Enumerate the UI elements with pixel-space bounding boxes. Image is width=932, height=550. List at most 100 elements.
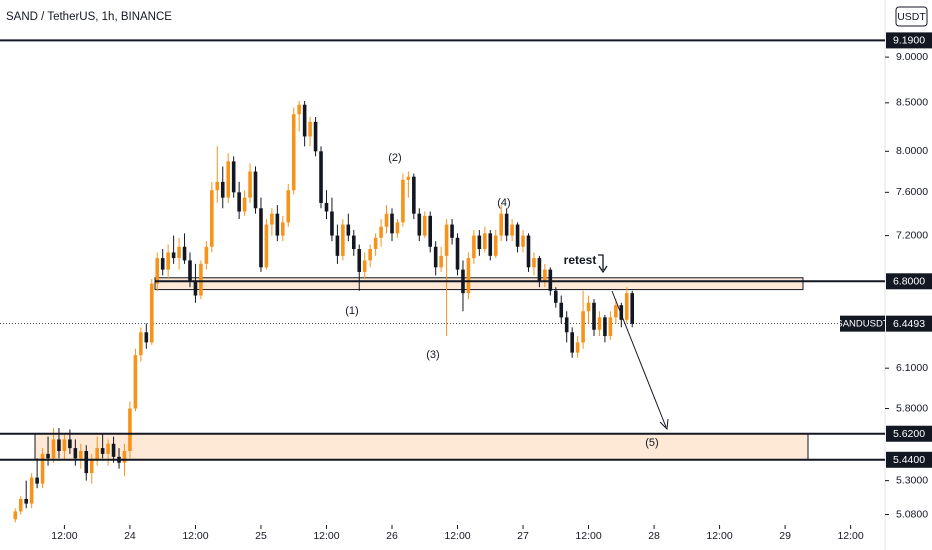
x-tick-label: 27 <box>517 530 529 542</box>
candle-body <box>79 451 83 459</box>
candle-body <box>499 213 503 236</box>
candle-body <box>483 233 487 250</box>
candle-body <box>439 255 443 268</box>
y-tick-label: 7.6000 <box>896 186 928 198</box>
candle-body <box>259 208 263 268</box>
currency: USDT <box>897 11 926 23</box>
candle-body <box>35 477 39 484</box>
x-tick-label: 26 <box>386 530 398 542</box>
y-tick-label: 5.3000 <box>896 474 928 486</box>
candle-body <box>275 213 280 236</box>
level-label-box <box>886 273 932 290</box>
candle-body <box>155 258 160 284</box>
candle-body <box>68 439 72 449</box>
candle-body <box>537 258 542 282</box>
candle-body <box>390 213 394 234</box>
annotation: (4) <box>497 197 510 209</box>
candle-body <box>302 104 307 137</box>
y-tick-label: 5.0800 <box>896 508 928 520</box>
candle-body <box>24 498 29 504</box>
candle-body <box>40 453 45 484</box>
x-tick-label: 12:00 <box>575 530 601 542</box>
candle-body <box>177 246 181 259</box>
candle-body <box>384 213 389 227</box>
candle-body <box>199 263 203 296</box>
candle-body <box>111 443 116 457</box>
candle-body <box>412 176 416 214</box>
candle-body <box>160 258 165 270</box>
annotation: (5) <box>645 437 658 449</box>
candle-body <box>570 332 574 353</box>
candle-body <box>95 448 99 460</box>
candle-body <box>395 222 400 234</box>
level-label: 6.8000 <box>893 276 925 288</box>
annotation: (3) <box>426 349 439 361</box>
annotation: retest <box>564 253 597 267</box>
x-tick-label: 12:00 <box>706 530 732 542</box>
candle-body <box>406 176 411 180</box>
candle-body <box>324 202 329 212</box>
candle-body <box>242 197 247 212</box>
candle-body <box>128 408 132 452</box>
annotation: (2) <box>388 152 401 164</box>
candle-body <box>368 249 372 261</box>
candle-body <box>51 439 56 459</box>
candle-body <box>351 235 356 250</box>
x-tick-label: 24 <box>124 530 136 542</box>
candle-body <box>281 222 285 236</box>
candle-body <box>553 290 558 303</box>
candle-body <box>226 161 231 198</box>
candle-body <box>171 252 176 259</box>
x-tick-label: 12:00 <box>313 530 339 542</box>
x-tick-label: 12:00 <box>444 530 470 542</box>
candle-body <box>62 439 67 452</box>
level-label: 9.1900 <box>893 35 925 47</box>
candle-body <box>84 451 89 474</box>
candle-body <box>455 237 460 270</box>
candle-body <box>188 260 192 282</box>
candle-body <box>270 213 274 225</box>
candle-body <box>319 151 323 203</box>
candle-body <box>248 171 252 198</box>
level-label-box <box>886 451 932 468</box>
x-tick-label: 12:00 <box>51 530 77 542</box>
candle-body <box>220 181 225 198</box>
candle-body <box>18 498 23 512</box>
candle-body <box>122 451 127 463</box>
retest-arrow <box>598 254 608 274</box>
level-label-box <box>886 32 932 49</box>
candle-body <box>133 355 138 409</box>
candle-body <box>144 332 149 343</box>
candle-body <box>401 179 405 223</box>
candle-body <box>313 121 318 152</box>
candle-body <box>29 477 34 504</box>
candle-body <box>488 233 493 256</box>
candle-body <box>13 511 18 520</box>
candle-body <box>308 121 312 137</box>
candle-body <box>619 305 624 320</box>
candle-body <box>341 224 345 256</box>
currency-box[interactable] <box>895 6 928 27</box>
candle-body <box>193 281 198 296</box>
candle-body <box>57 439 61 452</box>
candle-body <box>357 249 362 272</box>
candle-body <box>624 293 629 320</box>
candle-body <box>46 453 50 459</box>
candle-body <box>215 181 220 191</box>
candle-body <box>73 448 78 459</box>
candle-body <box>510 224 514 236</box>
candle-body <box>564 317 569 333</box>
last-price-label: 6.4493 <box>893 318 925 330</box>
x-tick-label: 12:00 <box>182 530 208 542</box>
candle-body <box>149 283 154 343</box>
chart-title: SAND / TetherUS, 1h, BINANCE <box>6 11 172 23</box>
candle-body <box>237 192 241 212</box>
candle-body <box>89 459 94 474</box>
candle-body <box>106 443 110 454</box>
candle-body <box>428 215 433 247</box>
candle-body <box>532 258 536 268</box>
candle-body <box>543 269 547 282</box>
level-label: 5.4400 <box>893 454 925 466</box>
